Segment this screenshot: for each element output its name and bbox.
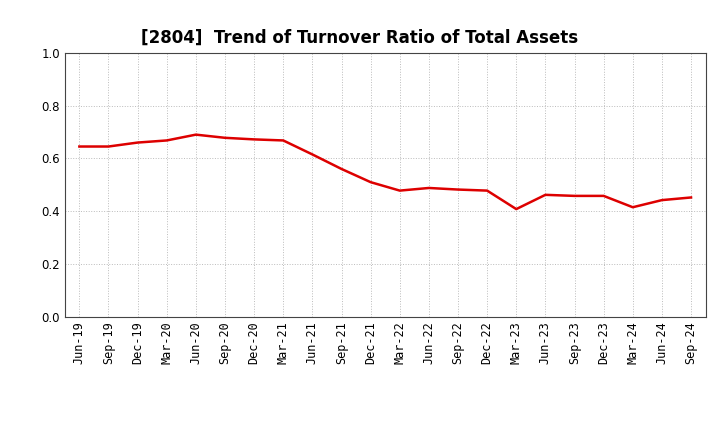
Text: [2804]  Trend of Turnover Ratio of Total Assets: [2804] Trend of Turnover Ratio of Total … — [141, 29, 579, 47]
